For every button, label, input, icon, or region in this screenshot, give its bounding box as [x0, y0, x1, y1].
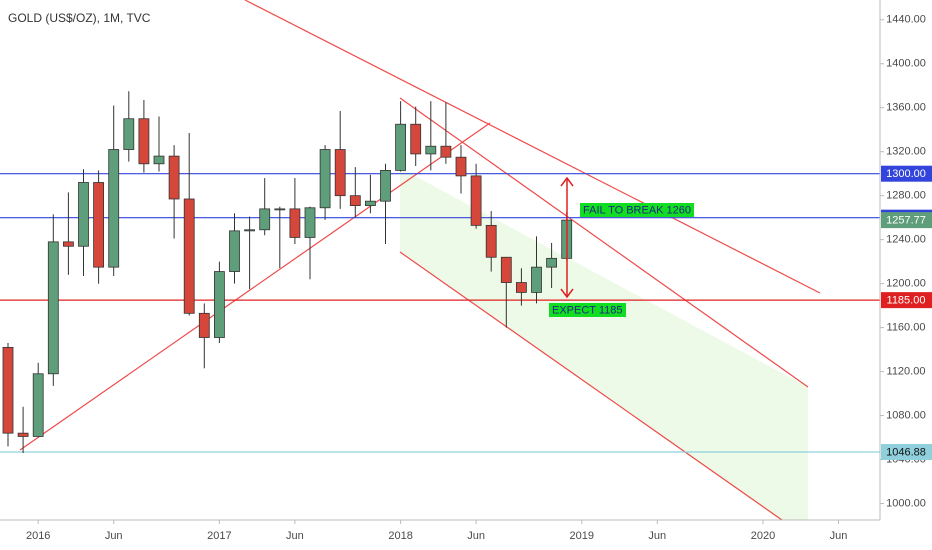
candle-body [108, 149, 120, 268]
trend-line [399, 97, 809, 388]
candle-body [395, 123, 407, 171]
price-badge [881, 292, 932, 309]
annotation: EXPECT 1185 [552, 304, 623, 316]
candle-body [440, 145, 452, 158]
candle-body [244, 229, 256, 232]
annotation-box [580, 203, 694, 217]
x-tick-label: 2016 [26, 530, 50, 542]
trend-line [244, 0, 821, 294]
candle-body [470, 175, 482, 226]
chart-title: GOLD (US$/OZ), 1M, TVC [8, 11, 151, 25]
y-tick-label: 1440.00 [886, 14, 926, 26]
price-axis [880, 0, 932, 550]
y-tick-label: 1240.00 [886, 234, 926, 246]
x-tick-label: Jun [286, 530, 304, 542]
y-tick-label: 1200.00 [886, 278, 926, 290]
candle-body [17, 432, 29, 437]
arrow [560, 176, 574, 299]
price-badge [881, 212, 932, 229]
y-tick-label: 1120.00 [887, 365, 926, 377]
x-tick-label: Jun [467, 530, 485, 542]
candle-body [229, 230, 240, 272]
trend-line [399, 251, 783, 521]
candle-body [93, 182, 104, 268]
candle-body [304, 207, 316, 238]
candle-body [289, 208, 301, 238]
candle-body [32, 373, 44, 437]
annotation: FAIL TO BREAK 1260 [583, 204, 691, 216]
candle-body [455, 156, 467, 177]
candle-body [78, 182, 89, 247]
candle-body [319, 149, 331, 209]
candle-body [485, 224, 497, 258]
arrow-head [560, 288, 574, 299]
y-tick-label: 1360.00 [886, 102, 926, 114]
x-tick-label: 2017 [207, 530, 231, 542]
levels [0, 173, 880, 453]
x-tick-label: 2020 [751, 530, 775, 542]
candle-body [410, 123, 422, 155]
candle-body [168, 155, 180, 200]
channel-fill [400, 168, 808, 520]
arrow-head [560, 176, 574, 187]
candle-body [425, 145, 437, 155]
candle-body [213, 271, 225, 338]
price-badge [881, 165, 932, 182]
candle-body [516, 282, 527, 293]
x-tick-label: Jun [830, 530, 848, 542]
candle-body [183, 198, 195, 314]
candle-body [546, 257, 557, 268]
y-tick-label: 1280.00 [886, 190, 926, 202]
price-badge-label: 1185.00 [887, 295, 926, 307]
candle-body [274, 208, 286, 211]
y-tick-label: 1400.00 [886, 58, 926, 70]
candle-body [259, 208, 271, 231]
trend-line [19, 122, 491, 451]
price-badge-label: 1300.00 [886, 168, 926, 180]
y-tick-label: 1000.00 [886, 497, 926, 509]
candle-body [138, 118, 150, 165]
candle-body [380, 170, 391, 202]
candle-body [500, 256, 512, 283]
y-tick-label: 1320.00 [886, 146, 926, 158]
candle-body [63, 241, 74, 247]
candle-body [123, 118, 135, 150]
annotation-box [549, 303, 626, 317]
candle-body [531, 266, 542, 293]
x-tick-label: Jun [105, 530, 123, 542]
candle-body [153, 155, 165, 165]
candle-body [198, 312, 210, 338]
x-tick-label: 2018 [388, 530, 412, 542]
candle-body [349, 195, 361, 206]
price-badge-label: 1257.77 [886, 215, 926, 227]
candle-body [334, 149, 346, 197]
candle-body [2, 346, 14, 434]
x-tick-label: 2019 [570, 530, 594, 542]
price-badge [881, 443, 932, 460]
y-tick-label: 1080.00 [886, 409, 926, 421]
y-tick-label: 1160.00 [887, 322, 926, 334]
price-badge-label: 1046.88 [886, 446, 926, 458]
candle-body [47, 241, 59, 375]
x-tick-label: Jun [648, 530, 666, 542]
trend-lines [19, 0, 821, 521]
candle-body [364, 200, 376, 206]
